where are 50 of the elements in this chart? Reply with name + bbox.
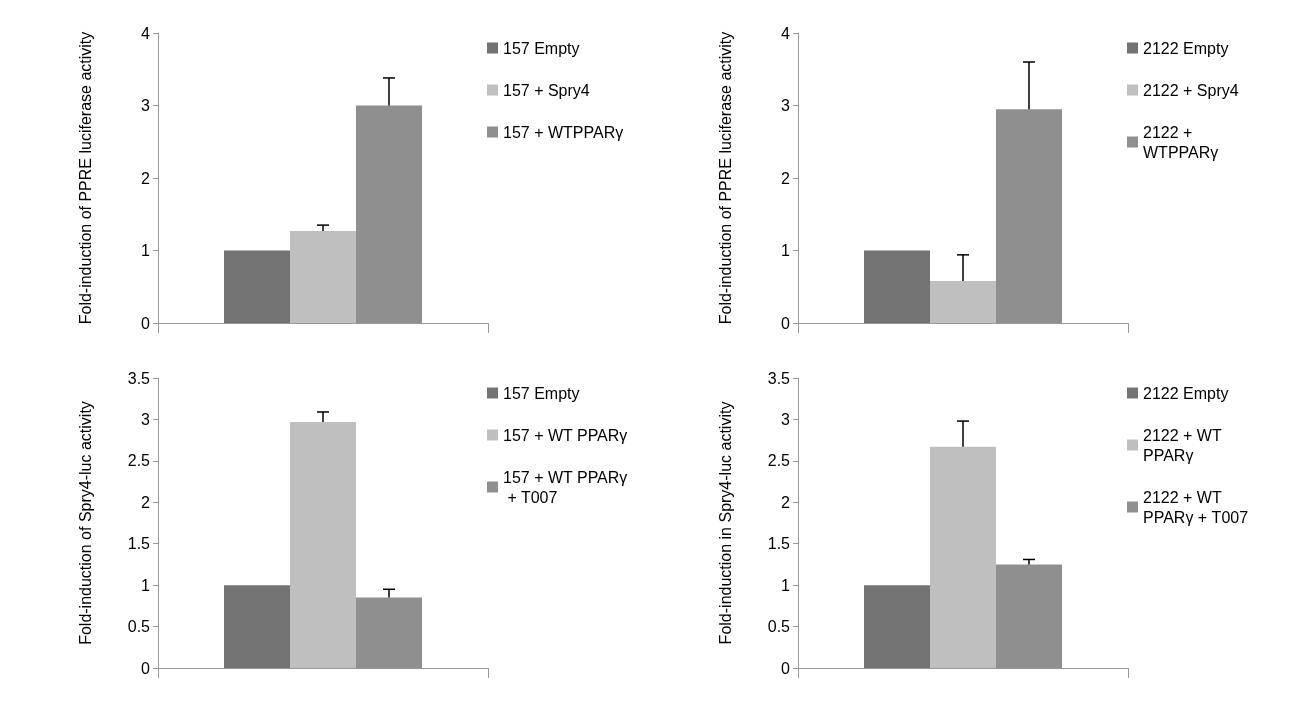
legend-label: 157 Empty	[503, 384, 580, 402]
legend-label: 157 + WT PPARγ	[503, 426, 628, 444]
y-tick-label: 0.5	[767, 618, 791, 636]
y-tick-label: 1.5	[767, 535, 791, 553]
legend-label: 2122 Empty	[1143, 39, 1229, 57]
y-axis-title: Fold-induction of PPRE luciferase activity	[716, 31, 734, 325]
bar	[290, 421, 356, 668]
legend-label: 2122 + WTPPARγ	[1143, 123, 1219, 161]
y-tick-label: 2.5	[127, 452, 151, 470]
y-axis-title: Fold-induction of PPRE luciferase activity	[76, 31, 94, 325]
y-tick-label: 3.5	[127, 369, 151, 387]
bar	[930, 446, 996, 668]
bar	[224, 585, 290, 668]
bar	[224, 250, 290, 323]
y-tick-label: 1	[781, 576, 791, 594]
y-tick-label: 3	[141, 410, 151, 428]
y-axis-title: Fold-induction in Spry4-luc activity	[716, 401, 734, 645]
legend-label: 157 + WTPPARγ	[503, 123, 624, 141]
y-axis-title: Fold-induction of Spry4-luc activity	[76, 401, 94, 645]
legend-label: 2122 + WT PPARγ + T007	[1143, 488, 1249, 526]
y-tick-label: 2	[141, 169, 151, 187]
y-tick-label: 3	[141, 97, 151, 114]
y-tick-label: 3	[781, 410, 791, 428]
y-tick-label: 1	[781, 242, 791, 259]
y-tick-label: 2.5	[767, 452, 791, 470]
bar	[864, 250, 930, 323]
y-tick-label: 1.5	[127, 535, 151, 553]
y-tick-label: 2	[141, 493, 151, 511]
y-tick-label: 0.5	[127, 618, 151, 636]
legend-label: 157 + Spry4	[503, 81, 590, 99]
bar	[864, 585, 930, 668]
legend-label: 2122 + WT PPARγ	[1143, 426, 1226, 464]
legend-label: 2122 Empty	[1143, 384, 1229, 402]
legend-label: 2122 + Spry4	[1143, 81, 1239, 99]
y-tick-label: 0	[781, 659, 791, 677]
y-tick-label: 1	[141, 576, 151, 594]
y-tick-label: 2	[781, 169, 791, 187]
y-tick-label: 3.5	[767, 369, 791, 387]
y-tick-label: 0	[141, 659, 151, 677]
y-tick-label: 4	[781, 24, 791, 42]
y-tick-label: 0	[141, 314, 151, 332]
legend-label: 157 + WT PPARγ + T007	[503, 468, 628, 506]
y-tick-label: 4	[141, 24, 151, 42]
y-tick-label: 2	[781, 493, 791, 511]
bar	[930, 280, 996, 323]
legend-label: 157 Empty	[503, 39, 580, 57]
bar	[290, 230, 356, 323]
y-tick-label: 0	[781, 314, 791, 332]
y-tick-label: 1	[141, 242, 151, 259]
y-tick-label: 3	[781, 97, 791, 114]
